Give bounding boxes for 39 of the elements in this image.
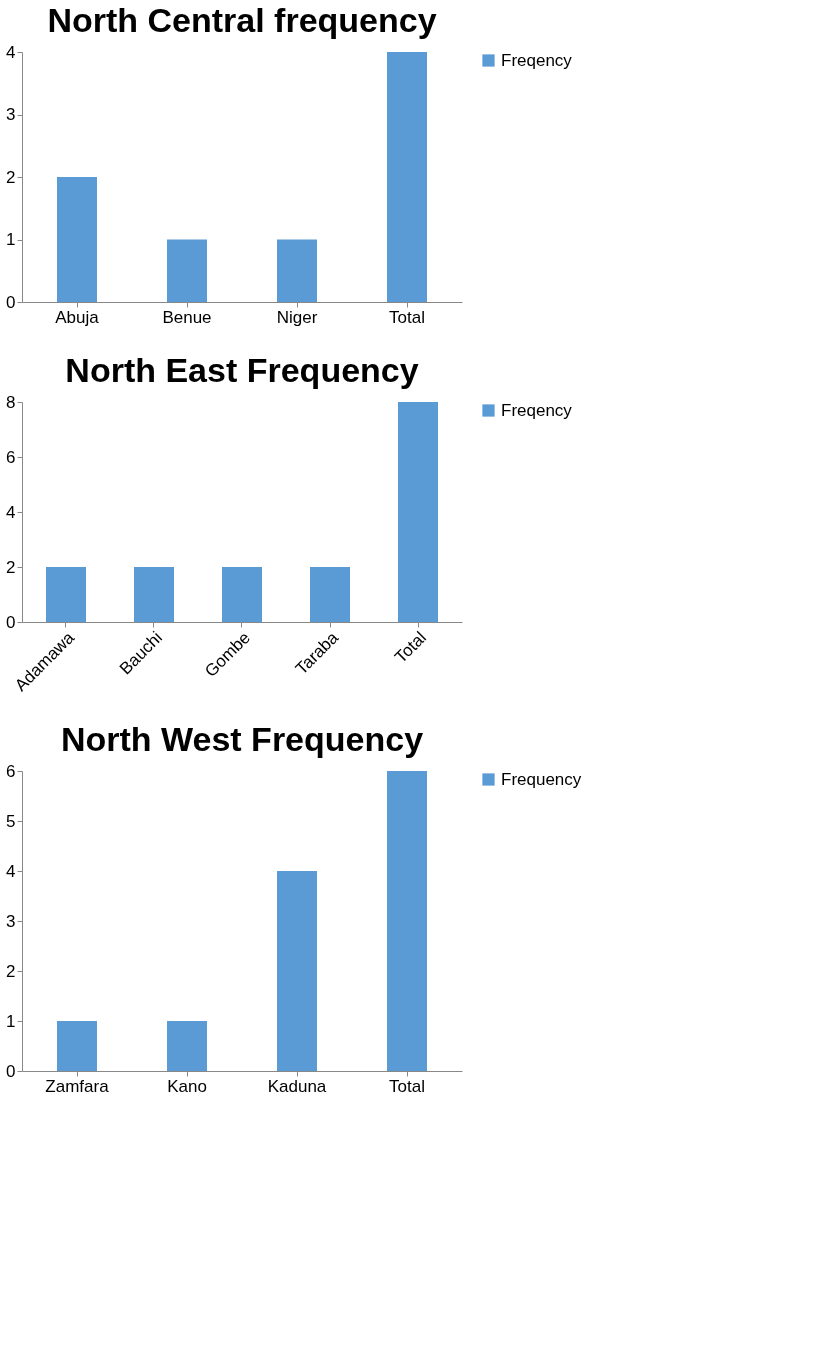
bar xyxy=(57,1021,97,1071)
y-tick-label: 0 xyxy=(6,612,16,632)
y-tick-label: 2 xyxy=(6,961,16,981)
legend-label: Frequency xyxy=(501,769,582,789)
y-tick-label: 4 xyxy=(6,861,16,881)
x-tick-label: Benue xyxy=(162,307,212,327)
bar xyxy=(387,771,427,1071)
chart-title: North West Frequency xyxy=(60,720,424,758)
y-tick-label: 4 xyxy=(6,42,16,62)
x-tick-label: Zamfara xyxy=(45,1076,110,1096)
bar xyxy=(387,52,427,302)
x-tick-label: Total xyxy=(389,307,425,327)
y-tick-label: 3 xyxy=(6,105,16,124)
bar xyxy=(277,871,317,1071)
chart-title: North Central frequency xyxy=(47,1,437,39)
x-tick-label: Kano xyxy=(167,1076,207,1096)
y-tick-label: 2 xyxy=(6,167,16,187)
y-tick-label: 5 xyxy=(6,811,16,831)
y-tick-label: 1 xyxy=(6,1011,16,1031)
y-tick-label: 8 xyxy=(6,392,16,412)
y-tick-label: 1 xyxy=(6,230,16,249)
legend-label: Freqency xyxy=(501,400,573,420)
x-tick-label: Niger xyxy=(276,307,318,327)
x-tick-label: Kaduna xyxy=(267,1076,327,1096)
x-tick-label: Abuja xyxy=(55,307,100,327)
bar xyxy=(57,177,97,302)
y-tick-label: 2 xyxy=(6,557,16,577)
x-tick-label: Total xyxy=(389,1076,425,1096)
y-tick-label: 6 xyxy=(6,447,16,467)
bar xyxy=(167,239,207,302)
y-tick-label: 4 xyxy=(6,502,16,522)
y-tick-label: 6 xyxy=(6,761,16,781)
y-tick-label: 0 xyxy=(6,1061,16,1081)
y-tick-label: 0 xyxy=(6,292,16,312)
bar xyxy=(277,239,317,302)
legend-label: Freqency xyxy=(501,50,573,70)
chart-title: North East Frequency xyxy=(65,351,419,389)
y-tick-label: 3 xyxy=(6,911,16,931)
bar xyxy=(167,1021,207,1071)
